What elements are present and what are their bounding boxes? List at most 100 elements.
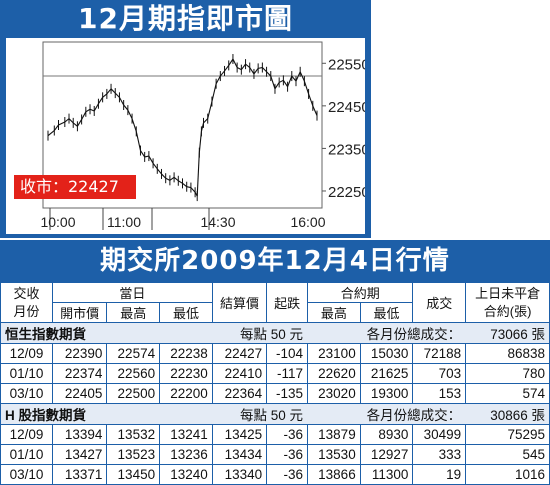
table-row: 12/09 22390 22574 22238 22427 -104 23100 15030 7… [0, 343, 550, 364]
price-line-segment [266, 71, 272, 77]
table-cell: 13236 [159, 444, 213, 465]
price-line-segment [236, 67, 242, 71]
price-line-segment [215, 75, 221, 84]
price-line-segment [291, 75, 297, 82]
price-line-segment [114, 92, 120, 98]
point-value: 每點 50 元 [211, 322, 308, 344]
price-line-segment [165, 177, 171, 181]
price-line-segment [135, 131, 142, 151]
table-cell: 13532 [106, 424, 161, 445]
chart-title: 12月期指即市圖 [78, 2, 293, 35]
table-cell: 23020 [306, 383, 361, 404]
price-line-segment [190, 187, 196, 193]
price-line-segment [85, 108, 91, 113]
price-line-segment [299, 71, 305, 82]
price-line-segment [89, 108, 95, 112]
table-cell: 13523 [106, 444, 161, 465]
table-cell: 13394 [51, 424, 108, 445]
table-cell: 574 [465, 383, 550, 404]
price-line-segment [207, 101, 213, 119]
price-line-segment [295, 71, 301, 82]
col-change: 起跌 [266, 282, 308, 323]
table-cell: 72188 [412, 343, 467, 364]
total-volume: 73066 張 [465, 322, 550, 344]
table-cell: 703 [412, 363, 467, 384]
total-volume: 30866 張 [465, 403, 550, 425]
table-cell: 13879 [306, 424, 361, 445]
price-line-segment [182, 182, 188, 188]
price-line-segment [219, 70, 225, 77]
price-line-segment [196, 152, 200, 197]
close-price-label: 收市：22427 [14, 175, 136, 199]
table-row: 03/10 22405 22500 22200 22364 -135 23020 19300 1… [0, 383, 550, 404]
price-line-segment [240, 63, 246, 70]
table-cell: 03/10 [0, 383, 53, 404]
table-cell: 21625 [359, 363, 414, 384]
col-settle: 結算價 [211, 282, 268, 323]
price-line-segment [110, 88, 116, 94]
table-cell: 12/09 [0, 424, 53, 445]
col-low: 最低 [159, 302, 213, 323]
table-cell: 22560 [106, 363, 161, 384]
price-line-segment [198, 131, 202, 153]
table-cell: 12927 [359, 444, 414, 465]
price-line-segment [282, 80, 289, 87]
price-line-segment [131, 118, 137, 132]
col-open-interest: 上日未平倉 合約(張) [465, 282, 550, 323]
table-cell: 780 [465, 363, 550, 384]
table-cell: 22410 [211, 363, 268, 384]
table-cell: 01/10 [0, 363, 53, 384]
price-line-segment [118, 97, 125, 106]
col-high: 最高 [106, 302, 161, 323]
table-cell: 23100 [306, 343, 361, 364]
y-tick-label: 22450 [328, 99, 365, 116]
y-tick-label: 22550 [328, 56, 365, 73]
price-line-segment [200, 122, 205, 132]
price-line-segment [270, 75, 276, 89]
price-line-segment [253, 68, 259, 75]
x-tick-label: 16:00 [290, 214, 325, 230]
table-cell: 13340 [211, 464, 268, 485]
group-header-row: 恒生指數期貨 每點 50 元各月份總成交： 73066 張 [0, 322, 550, 344]
price-line-segment [144, 155, 149, 158]
table-cell: -135 [266, 383, 308, 404]
price-line-segment [58, 121, 66, 126]
price-line-segment [261, 67, 267, 73]
price-line-segment [161, 173, 167, 179]
price-line-segment [97, 97, 104, 105]
table-cell: 13866 [306, 464, 361, 485]
table-cell: 13241 [159, 424, 213, 445]
table-cell: -36 [266, 424, 308, 445]
table-cell: 22620 [306, 363, 361, 384]
price-line-segment [308, 93, 314, 107]
price-line-segment [76, 119, 83, 127]
table-cell: 22574 [106, 343, 161, 364]
price-line-segment [228, 58, 234, 66]
chart-panel: 12月期指即市圖 22550 22450 22350 22250 10:00 11:00 1… [0, 0, 371, 238]
table-cell: 19300 [359, 383, 414, 404]
col-volume: 成交 [412, 282, 467, 323]
group-name: H 股指數期貨 [0, 403, 213, 425]
table-cell: 22500 [106, 383, 161, 404]
price-line-segment [178, 180, 183, 184]
price-line-segment [81, 111, 87, 120]
table-cell: 22374 [51, 363, 108, 384]
price-line-segment [224, 65, 230, 72]
price-line-segment [203, 118, 209, 124]
table-row: 12/09 13394 13532 13241 13425 -36 13879 8930 304… [0, 424, 550, 445]
market-table: 交收 月份 當日 結算價 起跌 合約期 成交 上日未平倉 合約(張) 開市價 最… [0, 282, 550, 485]
price-line-segment [68, 118, 74, 124]
price-line-segment [303, 80, 310, 95]
price-line-segment [156, 168, 162, 175]
total-label: 各月份總成交： [306, 403, 467, 425]
table-cell: 01/10 [0, 444, 53, 465]
table-cell: 03/10 [0, 464, 53, 485]
table-cell: 11300 [359, 464, 414, 485]
price-line-segment [152, 162, 158, 170]
table-cell: -104 [266, 343, 308, 364]
table-cell: -117 [266, 363, 308, 384]
price-line-segment [123, 104, 129, 111]
table-cell: 22364 [211, 383, 268, 404]
price-line-segment [232, 58, 238, 68]
table-title: 期交所2009年12月4日行情 [0, 240, 550, 282]
